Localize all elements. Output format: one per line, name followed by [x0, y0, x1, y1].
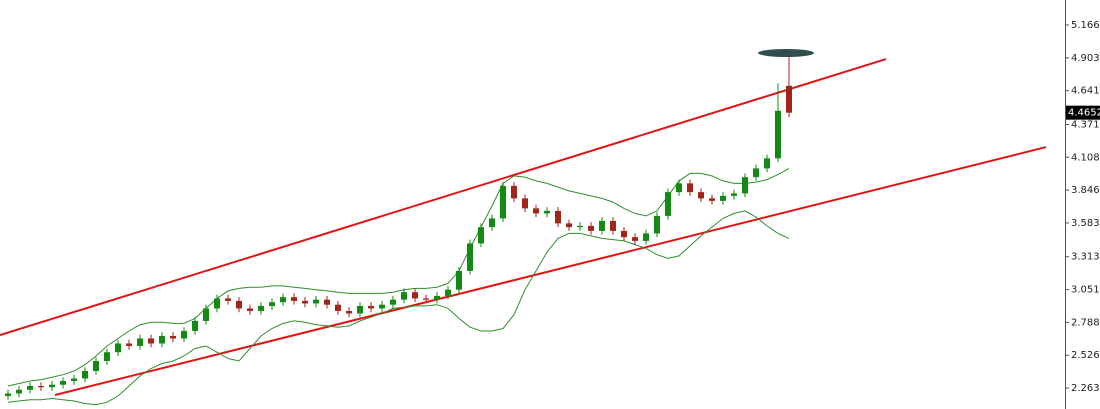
- candle-body: [225, 298, 231, 301]
- candle-body: [621, 230, 627, 238]
- candle-body: [731, 193, 737, 196]
- candle-body: [346, 310, 352, 314]
- candle-body: [203, 308, 209, 321]
- candle-body: [280, 297, 286, 303]
- candle-body: [104, 352, 110, 361]
- candle-body: [148, 338, 154, 344]
- candle-body: [786, 85, 792, 113]
- candle-body: [599, 220, 605, 231]
- last-price-label: 4.4652: [1068, 108, 1100, 119]
- candle-body: [269, 302, 275, 306]
- candle-body: [445, 289, 451, 296]
- candle-body: [236, 300, 242, 309]
- candle-body: [159, 335, 165, 344]
- candle-body: [544, 210, 550, 214]
- candle-body: [423, 298, 429, 300]
- candle-body: [555, 210, 561, 224]
- candle-body: [412, 292, 418, 299]
- y-tick-label: 4.9035: [1071, 53, 1100, 64]
- trendline: [0, 58, 887, 337]
- candle-body: [49, 384, 55, 388]
- candle-body: [390, 299, 396, 305]
- candle-body: [60, 380, 66, 385]
- candle-body: [654, 215, 660, 234]
- candle-body: [137, 338, 143, 346]
- y-tick-label: 3.0510: [1071, 285, 1100, 296]
- candle-body: [291, 297, 297, 301]
- y-tick-label: 4.6410: [1071, 86, 1100, 97]
- candle-body: [522, 198, 528, 209]
- candle-body: [566, 223, 572, 228]
- candle-body: [16, 389, 22, 394]
- candle-body: [357, 305, 363, 314]
- y-tick-label: 2.5260: [1071, 350, 1100, 361]
- candle-body: [511, 185, 517, 199]
- marker: [758, 49, 814, 57]
- candle-body: [335, 304, 341, 311]
- candle-body: [27, 385, 33, 390]
- y-tick-label: 4.3710: [1071, 119, 1100, 130]
- candle-body: [632, 237, 638, 241]
- candle-body: [478, 227, 484, 244]
- candle-body: [181, 330, 187, 339]
- y-tick-label: 2.7885: [1071, 317, 1100, 328]
- candle-body: [687, 183, 693, 193]
- candle-body: [676, 183, 682, 193]
- candle-body: [698, 192, 704, 199]
- candle-body: [324, 299, 330, 305]
- candle-body: [742, 177, 748, 194]
- candle-body: [126, 343, 132, 346]
- candle-body: [313, 299, 319, 304]
- candle-body: [302, 300, 308, 304]
- y-tick-label: 3.8460: [1071, 185, 1100, 196]
- candle-body: [170, 335, 176, 339]
- candle-body: [5, 393, 11, 396]
- candle-body: [38, 385, 44, 388]
- candle-body: [115, 343, 121, 353]
- candle-body: [665, 192, 671, 216]
- y-tick-label: 3.3135: [1071, 252, 1100, 263]
- candle-body: [368, 305, 374, 309]
- candle-body: [258, 305, 264, 311]
- candle-body: [467, 243, 473, 271]
- candle-body: [610, 220, 616, 231]
- bollinger-band: [7, 167, 790, 387]
- candle-body: [775, 110, 781, 159]
- candle-body: [379, 304, 385, 309]
- y-tick-label: 4.1085: [1071, 152, 1100, 163]
- candle-body: [247, 308, 253, 311]
- candle-body: [643, 233, 649, 241]
- candle-body: [533, 208, 539, 214]
- candle-body: [577, 225, 583, 228]
- candle-body: [753, 168, 759, 178]
- candle-body: [456, 270, 462, 290]
- candle-body: [434, 295, 440, 300]
- y-tick-label: 5.1660: [1071, 20, 1100, 31]
- candle-body: [489, 218, 495, 228]
- candle-body: [93, 360, 99, 371]
- bollinger-band: [7, 210, 790, 406]
- candle-body: [82, 370, 88, 379]
- candle-body: [764, 158, 770, 169]
- candle-body: [720, 195, 726, 201]
- y-tick-label: 3.5835: [1071, 218, 1100, 229]
- candle-body: [192, 320, 198, 331]
- candle-body: [500, 185, 506, 219]
- y-tick-label: 2.2635: [1071, 383, 1100, 394]
- candle-body: [709, 198, 715, 201]
- candle-body: [71, 378, 77, 381]
- candle-body: [401, 292, 407, 300]
- last-price-box: [1066, 105, 1100, 120]
- candle-body: [214, 298, 220, 309]
- candle-body: [588, 225, 594, 231]
